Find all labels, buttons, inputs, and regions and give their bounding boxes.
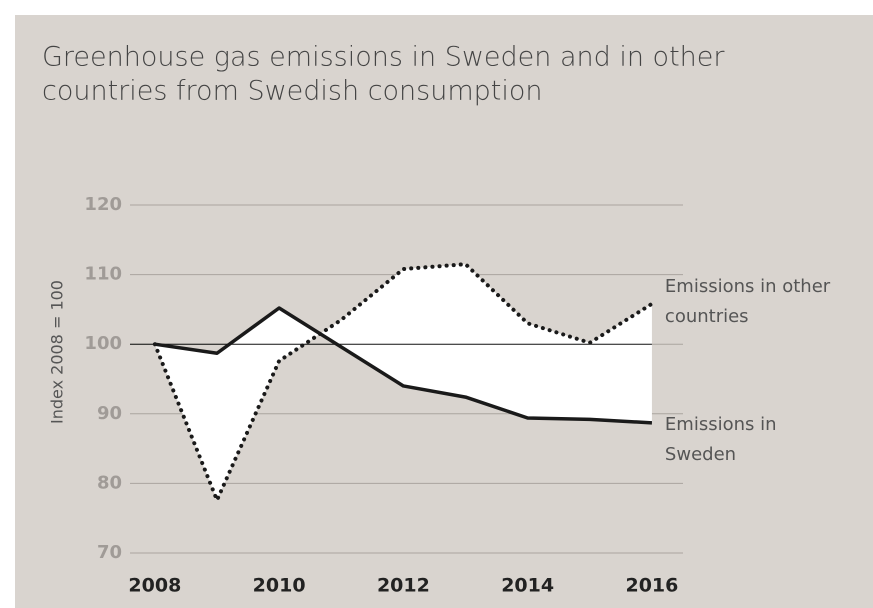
series-line (152, 262, 654, 503)
series-label: countries (665, 306, 749, 327)
y-tick-label: 110 (84, 264, 122, 285)
fill-between (154, 264, 652, 501)
series-label: Emissions in other (665, 276, 831, 297)
y-tick-label: 120 (84, 194, 122, 215)
x-tick-label: 2016 (625, 575, 678, 597)
y-tick-label: 80 (97, 472, 122, 493)
x-tick-label: 2008 (128, 575, 181, 597)
y-tick-label: 100 (84, 333, 122, 354)
x-tick-label: 2012 (377, 575, 430, 597)
chart-title: countries from Swedish consumption (42, 76, 543, 107)
series-label: Emissions in (665, 414, 777, 435)
y-axis-label: Index 2008 = 100 (48, 280, 67, 424)
series-label: Sweden (665, 444, 736, 465)
x-tick-label: 2010 (253, 575, 306, 597)
series-line (154, 306, 653, 425)
y-tick-label: 70 (97, 542, 122, 563)
y-tick-label: 90 (97, 403, 122, 424)
chart-title: Greenhouse gas emissions in Sweden and i… (42, 42, 725, 73)
x-tick-label: 2014 (501, 575, 554, 597)
